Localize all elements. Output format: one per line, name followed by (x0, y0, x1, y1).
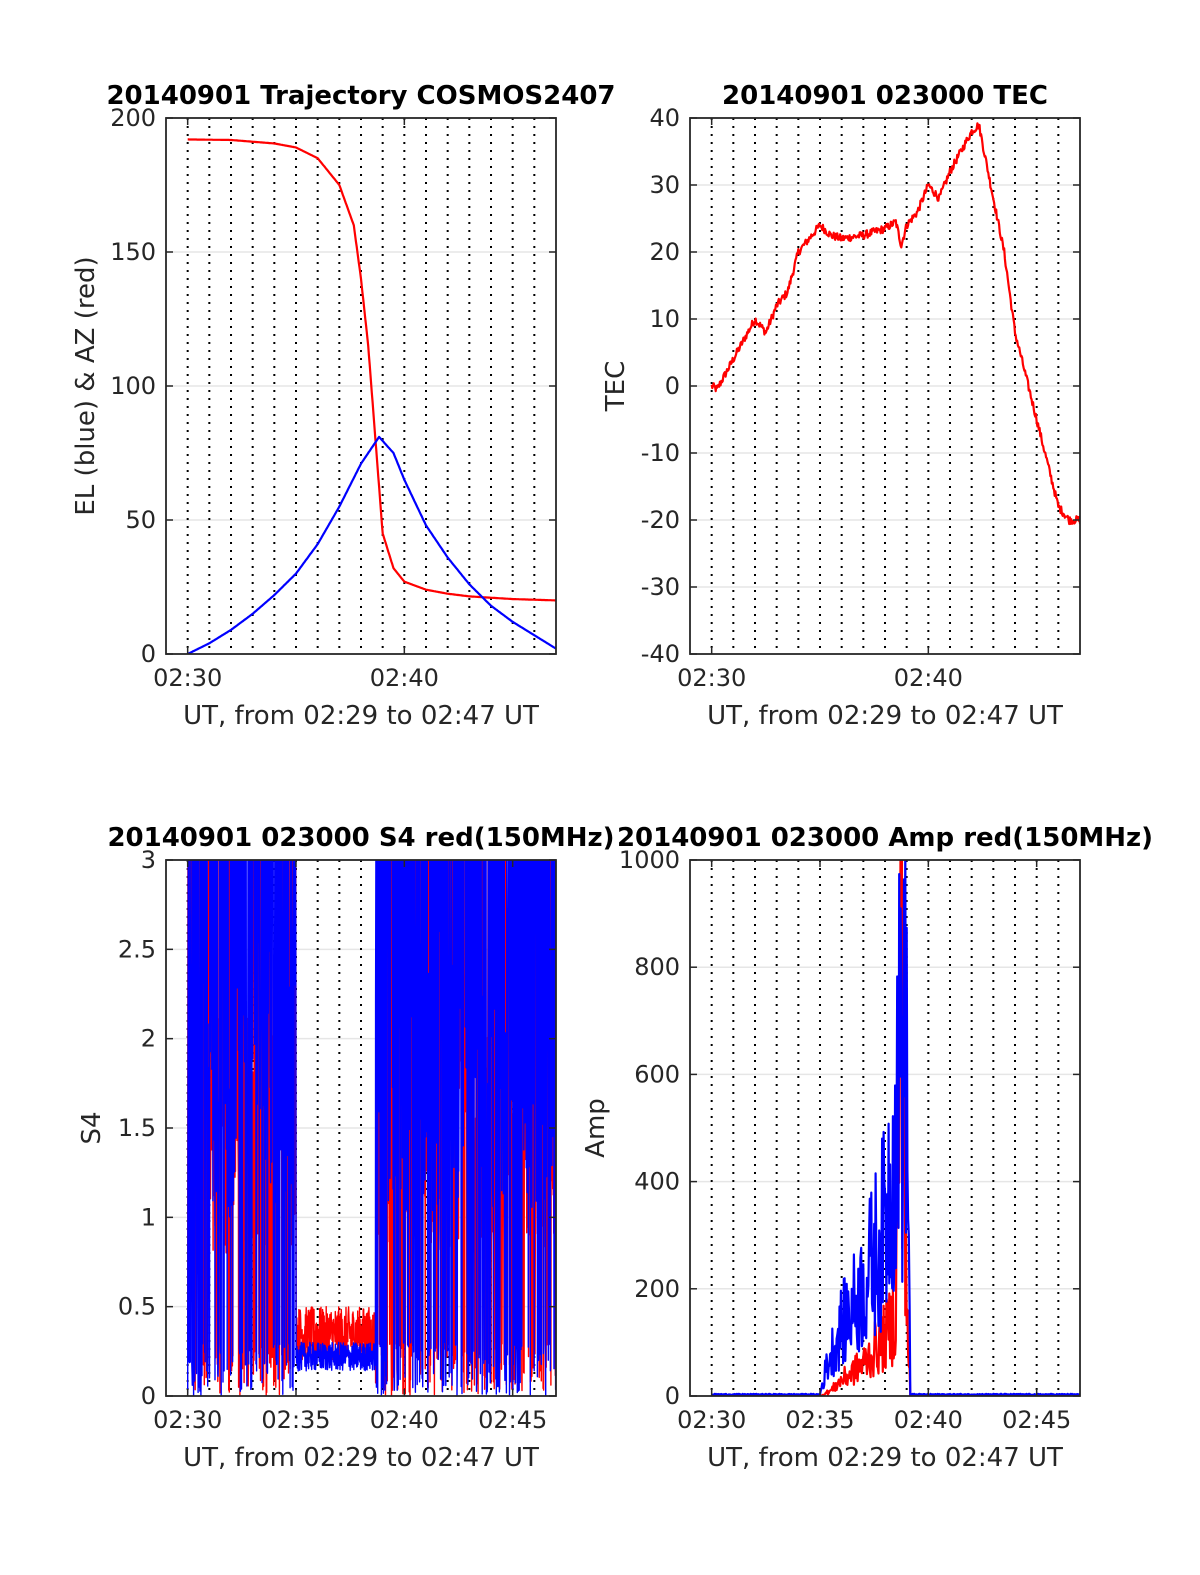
plot-area (187, 138, 556, 654)
y-tick-label: 800 (634, 953, 680, 981)
chart-title: 20140901 023000 TEC (722, 81, 1048, 111)
series-blue-line (187, 435, 556, 654)
chart-tec: -40 -30 -20 -10 0 10 20 30 40 02:30 02:40 20140901 … (601, 81, 1081, 731)
x-axis-label: UT, from 02:29 to 02:47 UT (707, 1443, 1063, 1473)
y-tick-label: 1000 (619, 846, 680, 874)
y-tick-label: 0 (665, 372, 680, 400)
x-axis-label: UT, from 02:29 to 02:47 UT (183, 701, 539, 731)
y-tick-label: 20 (649, 238, 680, 266)
chart-title: 20140901 023000 Amp red(150MHz) (617, 823, 1153, 853)
y-tick-label: 1 (141, 1203, 156, 1231)
x-tick-label: 02:30 (153, 1406, 222, 1434)
y-axis-label: S4 (77, 1111, 107, 1144)
series-blue-line (711, 860, 1080, 1396)
plot-area (710, 122, 1080, 526)
y-axis-label: Amp (581, 1098, 611, 1158)
y-tick-label: 200 (110, 104, 156, 132)
y-tick-label: 2.5 (118, 935, 156, 963)
y-tick-label: -40 (641, 640, 680, 668)
chart-amp: 0 200 400 600 800 1000 02:30 02:35 02:40 02:45 201… (581, 823, 1153, 1473)
y-tick-label: 100 (110, 372, 156, 400)
chart-title: 20140901 Trajectory COSMOS2407 (106, 81, 615, 111)
x-tick-label: 02:40 (894, 1406, 963, 1434)
chart-title: 20140901 023000 S4 red(150MHz) (107, 823, 614, 853)
y-tick-label: 40 (649, 104, 680, 132)
series-red-line (710, 122, 1080, 526)
x-tick-label: 02:45 (478, 1406, 547, 1434)
x-tick-label: 02:40 (370, 664, 439, 692)
y-tick-label: -20 (641, 506, 680, 534)
y-tick-label: 0 (141, 1382, 156, 1410)
y-tick-label: -30 (641, 573, 680, 601)
y-tick-label: 3 (141, 846, 156, 874)
y-tick-label: 50 (125, 506, 156, 534)
y-tick-label: 30 (649, 171, 680, 199)
series-blue-line (187, 860, 556, 1396)
x-tick-label: 02:35 (785, 1406, 854, 1434)
y-axis-label: EL (blue) & AZ (red) (71, 256, 101, 515)
x-axis-label: UT, from 02:29 to 02:47 UT (183, 1443, 539, 1473)
y-tick-label: -10 (641, 439, 680, 467)
y-tick-label: 0 (141, 640, 156, 668)
y-tick-label: 150 (110, 238, 156, 266)
plot-area (187, 860, 556, 1396)
x-tick-label: 02:30 (153, 664, 222, 692)
x-tick-label: 02:45 (1002, 1406, 1071, 1434)
x-tick-label: 02:40 (370, 1406, 439, 1434)
x-tick-label: 02:35 (261, 1406, 330, 1434)
y-tick-label: 0 (665, 1382, 680, 1410)
x-tick-label: 02:30 (677, 1406, 746, 1434)
axes-box (689, 859, 1081, 1397)
y-tick-label: 2 (141, 1025, 156, 1053)
y-tick-label: 400 (634, 1168, 680, 1196)
chart-s4: 0 0.5 1 1.5 2 2.5 3 02:30 02:35 02:40 02:45 2014090… (77, 823, 615, 1473)
plot-area (711, 860, 1080, 1396)
y-tick-label: 1.5 (118, 1114, 156, 1142)
y-tick-label: 10 (649, 305, 680, 333)
chart-trajectory: 0 50 100 150 200 02:30 02:40 20140901 Trajector… (71, 81, 616, 731)
y-tick-label: 0.5 (118, 1293, 156, 1321)
y-tick-label: 200 (634, 1275, 680, 1303)
x-tick-label: 02:40 (894, 664, 963, 692)
y-axis-label: TEC (601, 361, 631, 412)
y-tick-label: 600 (634, 1060, 680, 1088)
x-axis-label: UT, from 02:29 to 02:47 UT (707, 701, 1063, 731)
series-red-line (187, 138, 556, 602)
x-tick-label: 02:30 (677, 664, 746, 692)
